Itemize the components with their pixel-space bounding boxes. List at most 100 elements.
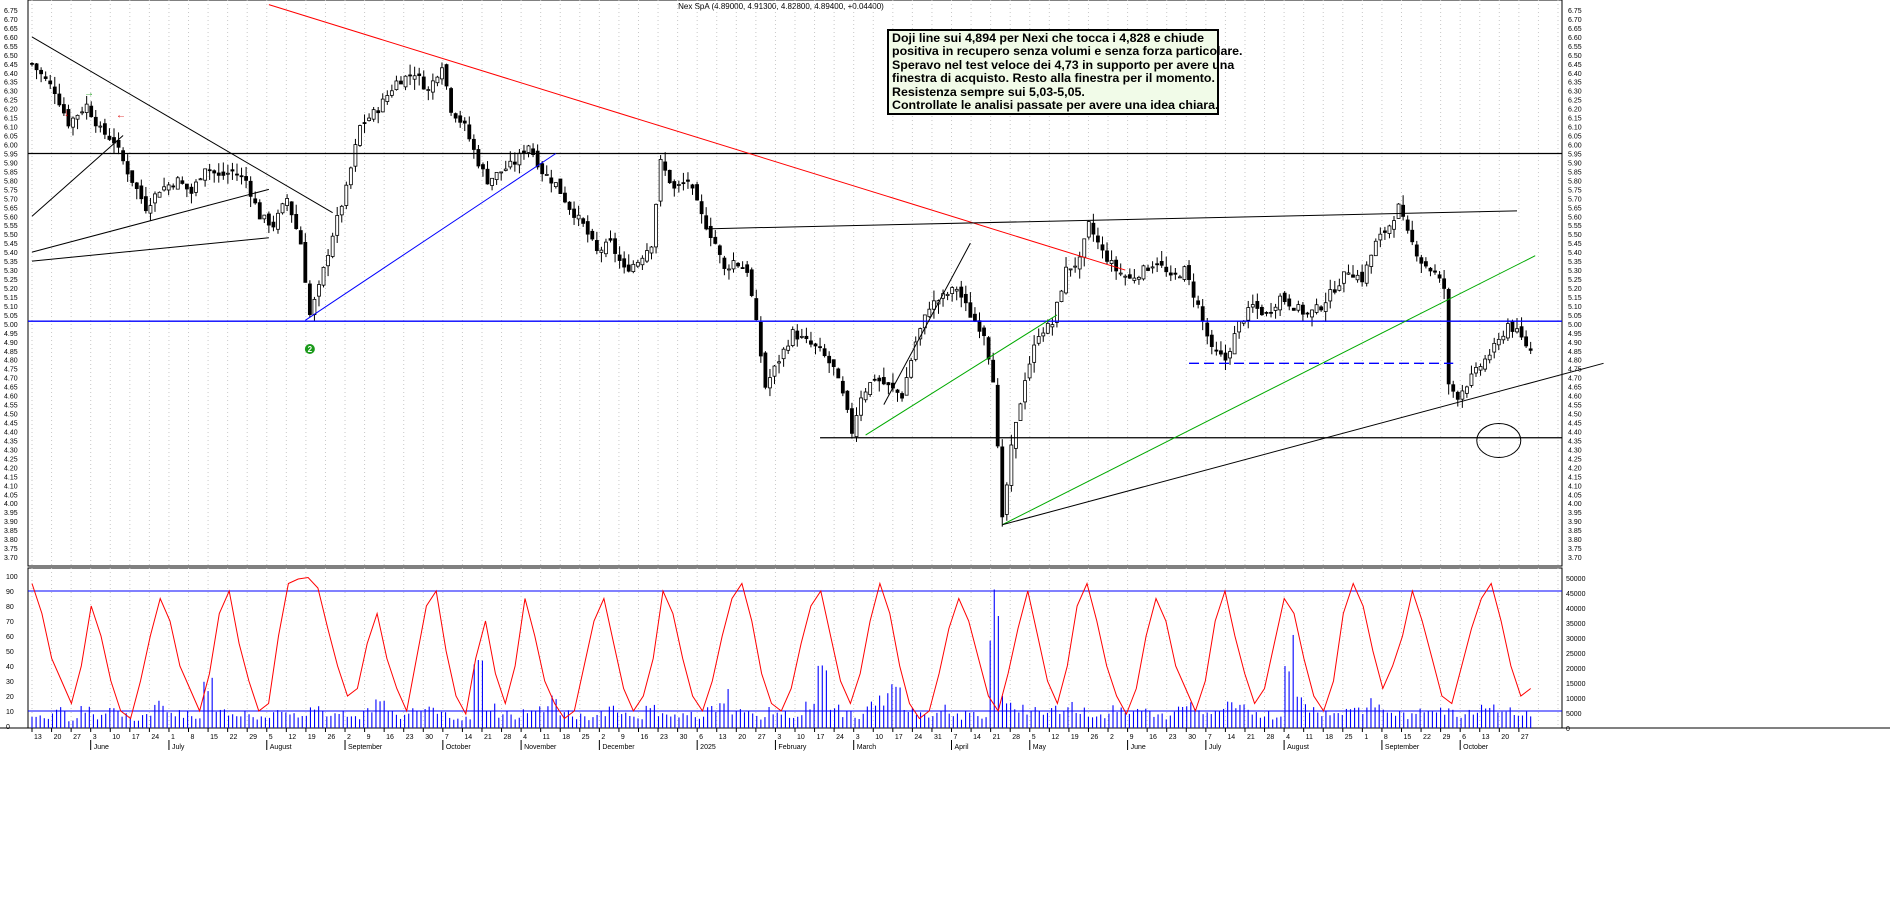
candle-body [130,170,135,183]
candle-body [904,377,909,396]
x-day-label: 16 [386,734,394,741]
price-tick-right: 4.45 [1568,421,1582,428]
candle-body [1050,324,1055,328]
price-tick-right: 4.30 [1568,447,1582,454]
price-tick-left: 4.65 [4,385,18,392]
x-month-label: August [270,744,292,751]
volume-tick: 40000 [1566,606,1586,613]
candle-body [768,377,772,389]
trendline [883,242,971,405]
price-tick-right: 4.70 [1568,376,1582,383]
price-tick-right: 5.30 [1568,268,1582,275]
price-tick-right: 6.20 [1568,107,1582,114]
candle-body [1096,235,1100,243]
candle-body [1036,336,1041,344]
candle-body [1478,366,1483,371]
candle-body [203,168,207,181]
candle-body [704,215,709,230]
candle-body [216,172,221,176]
candle-body [736,262,740,267]
candle-body [913,341,918,360]
candle-body [1287,298,1292,307]
candle-body [1269,311,1273,314]
candle-body [1319,306,1324,311]
candle-body [1255,301,1260,309]
price-tick-right: 5.50 [1568,232,1582,239]
candle-body [248,180,253,197]
x-day-label: 27 [1521,734,1529,741]
candle-body [1410,229,1415,243]
candle-body [471,138,476,150]
candle-body [1228,351,1232,359]
candle-body [180,180,185,184]
price-tick-right: 5.40 [1568,250,1582,257]
price-tick-left: 5.65 [4,205,18,212]
candle-body [426,89,431,91]
candle-body [1501,335,1506,341]
candle-body [553,182,558,188]
price-tick-right: 3.75 [1568,546,1582,553]
candle-body [827,355,832,364]
oscillator-tick: 70 [6,619,14,626]
price-tick-left: 5.40 [4,250,18,257]
candle-body [1123,275,1128,278]
price-tick-right: 5.85 [1568,169,1582,176]
price-tick-left: 5.85 [4,169,18,176]
x-day-label: 8 [191,734,195,741]
x-day-label: 24 [151,734,159,741]
price-tick-right: 6.10 [1568,125,1582,132]
candle-body [836,368,841,379]
x-day-label: 14 [1227,734,1235,741]
x-month-label: September [348,744,383,751]
candle-body [717,245,722,255]
price-tick-right: 4.55 [1568,403,1582,410]
trendline [31,188,269,253]
candle-body [107,135,112,140]
candle-body [435,76,440,84]
candle-body [481,164,485,170]
x-day-label: 1 [171,734,175,741]
x-day-label: 11 [543,734,550,741]
candle-body [61,104,66,114]
candle-body [476,149,481,167]
candle-body [722,257,727,269]
candle-body [581,218,586,224]
price-tick-left: 5.80 [4,178,18,185]
x-day-label: 9 [367,734,371,741]
candle-body [1159,261,1164,266]
candle-body [1173,272,1178,275]
price-tick-right: 6.75 [1568,8,1582,15]
price-tick-right: 4.25 [1568,456,1582,463]
candle-body [303,241,308,283]
x-day-label: 5 [1032,734,1036,741]
candle-body [631,263,636,272]
x-day-label: 7 [954,734,958,741]
candle-body [1360,271,1365,283]
candle-body [576,214,581,220]
candle-body [499,171,504,174]
candle-body [1515,328,1519,333]
candle-body [777,361,781,364]
candle-body [1423,261,1428,267]
price-tick-left: 5.00 [4,322,18,329]
volume-tick: 45000 [1566,591,1586,598]
candle-body [1446,289,1451,385]
price-tick-left: 3.70 [4,555,18,562]
candle-body [330,235,335,257]
x-month-label: July [172,744,185,751]
candle-body [485,168,490,185]
candle-body [1127,274,1132,279]
candle-body [854,415,859,438]
candle-body [1291,307,1296,311]
oscillator-tick: 40 [6,664,14,671]
candle-body [148,205,153,214]
price-tick-left: 3.75 [4,546,18,553]
x-day-label: 26 [327,734,335,741]
candle-body [1496,338,1501,346]
candle-body [1519,326,1524,338]
x-day-label: 25 [582,734,590,741]
candle-body [590,230,595,240]
candle-body [549,177,554,184]
candle-body [98,125,103,128]
candle-body [927,308,932,318]
